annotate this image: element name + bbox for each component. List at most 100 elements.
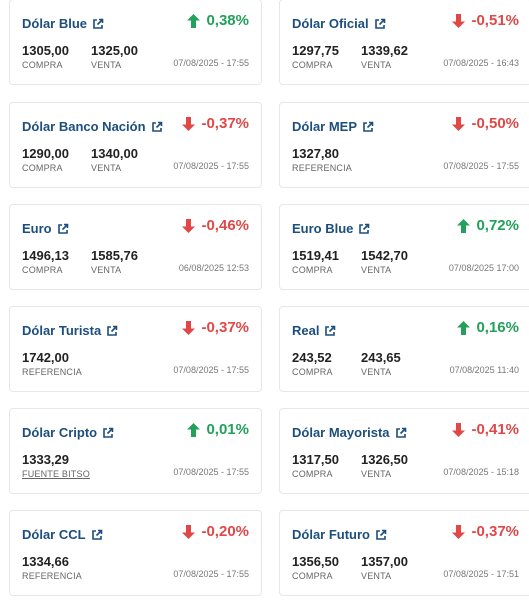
currency-name: Dólar MEP xyxy=(292,119,358,134)
change-percent: -0,51% xyxy=(452,12,519,29)
values-row: 1305,00 COMPRA 1325,00 VENTA xyxy=(22,44,160,71)
change-percent: -0,46% xyxy=(182,217,249,234)
change-value: -0,37% xyxy=(201,115,249,132)
change-value: -0,50% xyxy=(471,115,519,132)
external-link-icon xyxy=(358,223,370,235)
values-row: 1297,75 COMPRA 1339,62 VENTA xyxy=(292,43,430,71)
value-label: COMPRA xyxy=(22,163,63,173)
change-value: -0,51% xyxy=(471,12,519,29)
arrow-up-icon xyxy=(187,13,201,28)
currency-name: Dólar Banco Nación xyxy=(22,119,146,134)
value-block: 1325,00 VENTA xyxy=(91,44,160,71)
value-number: 1297,75 xyxy=(292,43,339,58)
change-value: -0,41% xyxy=(471,421,519,438)
update-timestamp: 07/08/2025 - 17:55 xyxy=(173,365,249,375)
currency-card: Dólar Futuro -0,37% 1356,50 COMPRA 1357,00 VE… xyxy=(279,510,529,596)
value-number: 1290,00 xyxy=(22,146,69,161)
value-block: 1519,41 COMPRA xyxy=(292,249,361,276)
change-value: -0,20% xyxy=(201,523,249,540)
arrow-down-icon xyxy=(182,218,196,233)
value-label: COMPRA xyxy=(292,469,333,479)
value-number: 1742,00 xyxy=(22,350,69,365)
value-block: 1327,80 REFERENCIA xyxy=(292,146,361,174)
value-label: COMPRA xyxy=(292,60,333,70)
values-row: 1334,66 REFERENCIA xyxy=(22,554,91,582)
arrow-down-icon xyxy=(182,116,196,131)
currency-title-link[interactable]: Dólar MEP xyxy=(292,119,374,134)
value-number: 1585,76 xyxy=(91,248,138,263)
change-percent: 0,16% xyxy=(457,319,519,336)
value-number: 1334,66 xyxy=(22,554,69,569)
external-link-icon xyxy=(375,529,387,541)
update-timestamp: 06/08/2025 12:53 xyxy=(178,263,249,273)
arrow-up-icon xyxy=(457,218,471,233)
change-percent: 0,01% xyxy=(187,421,249,438)
currency-title-link[interactable]: Dólar Mayorista xyxy=(292,425,407,440)
values-row: 1519,41 COMPRA 1542,70 VENTA xyxy=(292,249,430,276)
value-block: 1334,66 REFERENCIA xyxy=(22,554,91,582)
value-number: 1327,80 xyxy=(292,146,339,161)
value-block: 1542,70 VENTA xyxy=(361,249,430,276)
currency-title-link[interactable]: Dólar Turista xyxy=(22,323,118,338)
currency-name: Dólar CCL xyxy=(22,527,86,542)
value-number: 1496,13 xyxy=(22,248,69,263)
value-label: COMPRA xyxy=(292,571,333,581)
currency-title-link[interactable]: Euro xyxy=(22,221,69,236)
currency-name: Euro Blue xyxy=(292,221,354,236)
arrow-up-icon xyxy=(457,320,471,335)
arrow-up-icon xyxy=(187,422,201,437)
currency-card: Dólar Turista -0,37% 1742,00 REFERENCIA 07/0… xyxy=(9,306,262,392)
change-percent: -0,41% xyxy=(452,421,519,438)
values-row: 1333,29 FUENTE BITSO xyxy=(22,453,91,480)
value-number: 1326,50 xyxy=(361,452,408,467)
currency-card: Real 0,16% 243,52 COMPRA 243,65 VENTA 07/08/20… xyxy=(279,306,529,392)
currency-title-link[interactable]: Dólar CCL xyxy=(22,527,103,542)
values-row: 1356,50 COMPRA 1357,00 VENTA xyxy=(292,554,430,582)
value-block: 1317,50 COMPRA xyxy=(292,453,361,480)
update-timestamp: 07/08/2025 11:40 xyxy=(449,365,519,375)
value-label: VENTA xyxy=(361,265,392,275)
value-label: COMPRA xyxy=(292,367,333,377)
currency-name: Real xyxy=(292,323,320,338)
external-link-icon xyxy=(151,121,163,133)
value-block: 1305,00 COMPRA xyxy=(22,44,91,71)
external-link-icon xyxy=(374,18,386,30)
values-row: 1742,00 REFERENCIA xyxy=(22,350,91,378)
currency-title-link[interactable]: Dólar Blue xyxy=(22,16,104,31)
change-percent: 0,72% xyxy=(457,217,519,234)
currency-title-link[interactable]: Dólar Cripto xyxy=(22,425,114,440)
value-label: REFERENCIA xyxy=(22,367,83,377)
currency-title-link[interactable]: Dólar Oficial xyxy=(292,16,386,31)
external-link-icon xyxy=(362,121,374,133)
change-value: 0,38% xyxy=(206,12,249,29)
external-link-icon xyxy=(91,529,103,541)
change-percent: -0,37% xyxy=(182,115,249,132)
currency-title-link[interactable]: Dólar Futuro xyxy=(292,527,387,542)
currency-title-link[interactable]: Dólar Banco Nación xyxy=(22,119,163,134)
currency-title-link[interactable]: Euro Blue xyxy=(292,221,370,236)
currency-title-link[interactable]: Real xyxy=(292,323,336,338)
arrow-down-icon xyxy=(452,116,466,131)
change-value: -0,37% xyxy=(201,319,249,336)
value-block: 1496,13 COMPRA xyxy=(22,248,91,276)
currency-card: Dólar Mayorista -0,41% 1317,50 COMPRA 1326,5… xyxy=(279,408,529,494)
currency-name: Dólar Cripto xyxy=(22,425,98,440)
value-block: 1333,29 FUENTE BITSO xyxy=(22,453,91,480)
change-value: 0,16% xyxy=(476,319,519,336)
value-label: COMPRA xyxy=(22,265,63,275)
value-number: 243,65 xyxy=(361,350,401,365)
values-row: 243,52 COMPRA 243,65 VENTA xyxy=(292,350,430,378)
value-label: COMPRA xyxy=(292,265,333,275)
external-link-icon xyxy=(92,18,104,30)
values-row: 1317,50 COMPRA 1326,50 VENTA xyxy=(292,452,430,480)
currency-name: Dólar Oficial xyxy=(292,16,369,31)
value-label: REFERENCIA xyxy=(22,571,83,581)
value-number: 1357,00 xyxy=(361,554,408,569)
currency-name: Euro xyxy=(22,221,52,236)
currency-card: Dólar Oficial -0,51% 1297,75 COMPRA 1339,62 V… xyxy=(279,0,529,85)
value-label[interactable]: FUENTE BITSO xyxy=(22,469,90,479)
update-timestamp: 07/08/2025 - 17:55 xyxy=(173,161,249,171)
change-value: 0,72% xyxy=(476,217,519,234)
change-value: -0,37% xyxy=(471,523,519,540)
